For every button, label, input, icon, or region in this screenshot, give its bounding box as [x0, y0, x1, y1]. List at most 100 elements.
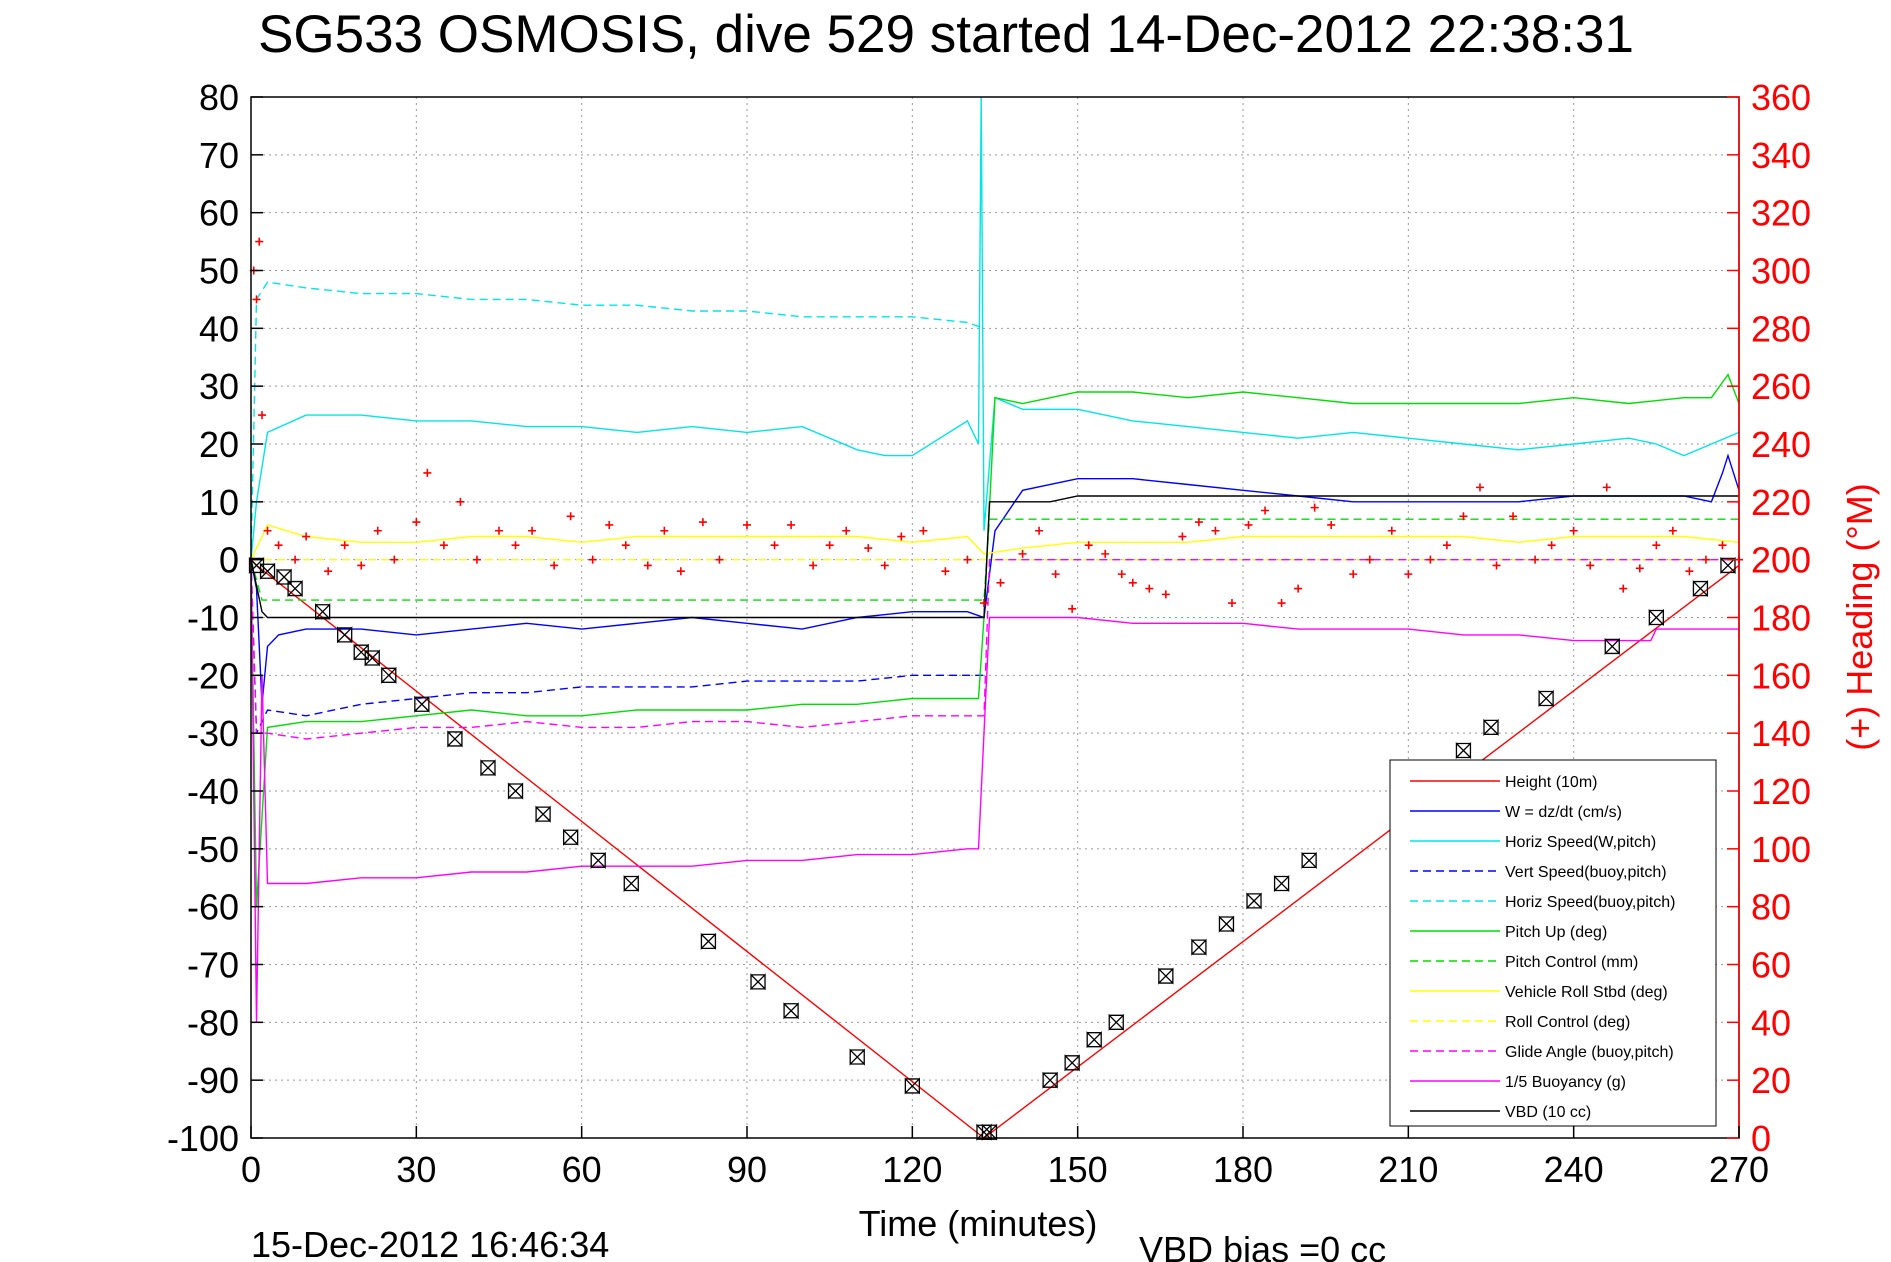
left-tick-label: 40 — [199, 308, 239, 349]
depth-marker — [1064, 1054, 1080, 1072]
depth-marker — [1483, 718, 1499, 736]
heading-point — [825, 541, 834, 550]
heading-point — [1018, 549, 1027, 558]
heading-point — [963, 555, 972, 564]
x-tick-label: 210 — [1378, 1149, 1438, 1190]
depth-marker — [1042, 1071, 1058, 1089]
heading-point — [1244, 520, 1253, 529]
heading-point — [1068, 604, 1077, 613]
right-tick-label: 180 — [1751, 598, 1811, 639]
left-tick-label: 0 — [219, 540, 239, 581]
depth-marker — [1648, 608, 1664, 627]
heading-point — [864, 544, 873, 553]
heading-point — [809, 561, 818, 570]
heading-point — [1161, 590, 1170, 599]
depth-marker — [1720, 556, 1736, 575]
left-tick-label: -80 — [187, 1002, 239, 1043]
heading-point — [1426, 555, 1435, 564]
right-tick-label: 360 — [1751, 77, 1811, 118]
x-tick-label: 90 — [727, 1149, 767, 1190]
heading-point — [1128, 578, 1137, 587]
heading-point — [1349, 570, 1358, 579]
heading-point — [550, 561, 559, 570]
depth-marker — [1301, 851, 1317, 869]
right-y-axis-label: (+) Heading (°M) — [1839, 483, 1880, 750]
heading-point — [1035, 526, 1044, 535]
left-tick-label: -20 — [187, 655, 239, 696]
x-tick-label: 180 — [1213, 1149, 1273, 1190]
left-tick-label: 20 — [199, 424, 239, 465]
legend-label-12: VBD (10 cc) — [1505, 1104, 1591, 1121]
left-tick-label: -90 — [187, 1060, 239, 1101]
legend-label-3: Horiz Speed(W,pitch) — [1505, 834, 1656, 851]
depth-marker — [590, 851, 606, 869]
heading-point — [412, 518, 421, 527]
heading-point — [1635, 564, 1644, 573]
right-tick-label: 120 — [1751, 771, 1811, 812]
x-tick-label: 150 — [1048, 1149, 1108, 1190]
legend-label-5: Horiz Speed(buoy,pitch) — [1505, 894, 1675, 911]
left-tick-label: 30 — [199, 366, 239, 407]
right-tick-label: 280 — [1751, 308, 1811, 349]
left-tick-label: -100 — [167, 1118, 239, 1159]
heading-point — [588, 555, 597, 564]
heading-point — [340, 541, 349, 550]
heading-point — [1051, 570, 1060, 579]
heading-point — [1475, 483, 1484, 492]
x-tick-label: 270 — [1709, 1149, 1769, 1190]
heading-point — [255, 237, 264, 246]
depth-marker — [750, 973, 766, 991]
heading-point — [456, 497, 465, 506]
depth-marker — [314, 603, 331, 621]
heading-point — [373, 526, 382, 535]
heading-point — [1327, 520, 1336, 529]
depth-marker — [1086, 1031, 1102, 1049]
heading-point — [1365, 555, 1374, 564]
chart-title: SG533 OSMOSIS, dive 529 started 14-Dec-2… — [258, 5, 1634, 64]
heading-point — [1492, 561, 1501, 570]
heading-point — [439, 541, 448, 550]
heading-point — [1277, 599, 1286, 608]
depth-marker — [981, 1123, 998, 1141]
heading-point — [1459, 512, 1468, 521]
depth-marker — [507, 782, 524, 800]
series-line-8 — [250, 524, 1740, 561]
right-tick-label: 340 — [1751, 135, 1811, 176]
heading-point — [787, 520, 796, 529]
depth-marker — [259, 562, 276, 580]
x-tick-label: 120 — [882, 1149, 942, 1190]
depth-marker — [1218, 915, 1235, 933]
right-tick-label: 160 — [1751, 655, 1811, 696]
heading-point — [1652, 541, 1661, 550]
grid-lines — [250, 96, 1740, 1139]
left-tick-label: -40 — [187, 771, 239, 812]
x-tick-label: 30 — [396, 1149, 436, 1190]
heading-point — [423, 468, 432, 477]
heading-point — [1531, 555, 1540, 564]
heading-point — [770, 541, 779, 550]
right-y-ticks: 3603403203002802602402202001801601401201… — [1727, 77, 1811, 1159]
series-line-4 — [250, 559, 984, 734]
heading-point — [1194, 518, 1203, 527]
left-tick-label: 70 — [199, 135, 239, 176]
x-tick-label: 0 — [241, 1149, 261, 1190]
depth-marker — [1108, 1013, 1124, 1031]
right-tick-label: 300 — [1751, 251, 1811, 292]
legend-label-10: Glide Angle (buoy,pitch) — [1505, 1044, 1674, 1061]
depth-marker — [623, 874, 639, 893]
heading-point — [258, 411, 267, 420]
heading-points — [249, 237, 1743, 613]
depth-markers — [248, 556, 1736, 1141]
legend-label-6: Pitch Up (deg) — [1505, 924, 1607, 941]
heading-point — [1261, 506, 1270, 515]
right-tick-label: 200 — [1751, 540, 1811, 581]
heading-point — [324, 567, 333, 576]
x-ticks: 0 30 60 90 120 150 180 210 240 270 — [241, 1126, 1769, 1190]
heading-point — [996, 578, 1005, 587]
heading-point — [1310, 503, 1319, 512]
right-tick-label: 260 — [1751, 366, 1811, 407]
legend-label-7: Pitch Control (mm) — [1505, 954, 1638, 971]
heading-point — [605, 520, 614, 529]
legend: Height (10m) W = dz/dt (cm/s) Horiz Speed(… — [1389, 759, 1717, 1127]
